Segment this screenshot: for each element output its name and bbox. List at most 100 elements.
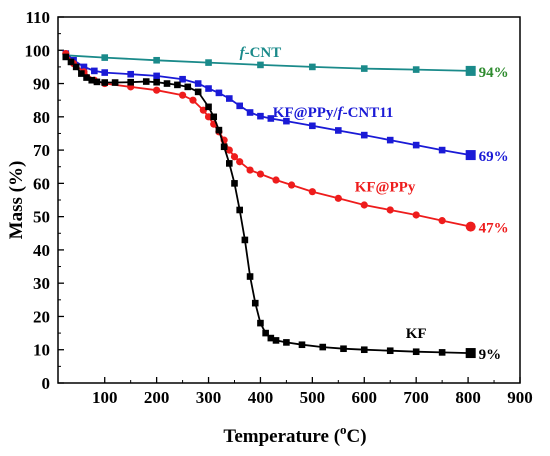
data-point bbox=[360, 346, 368, 354]
data-point bbox=[111, 79, 119, 86]
x-axis-title-sup: o bbox=[340, 422, 347, 437]
y-tick-label: 110 bbox=[25, 8, 50, 27]
data-point bbox=[83, 74, 90, 81]
data-point bbox=[215, 126, 223, 134]
data-point bbox=[465, 150, 476, 161]
data-point bbox=[91, 67, 98, 75]
data-point bbox=[163, 80, 171, 87]
data-point bbox=[340, 345, 347, 353]
data-point bbox=[438, 146, 446, 154]
data-point bbox=[272, 176, 280, 184]
data-point bbox=[256, 170, 265, 178]
data-point bbox=[67, 58, 75, 66]
data-point bbox=[246, 166, 254, 174]
data-point bbox=[101, 54, 109, 61]
x-tick-label: 900 bbox=[507, 388, 533, 407]
series-name-label: KF@PPy/f-CNT11 bbox=[273, 105, 394, 121]
data-point bbox=[215, 89, 223, 97]
data-point bbox=[205, 103, 212, 111]
data-point bbox=[298, 341, 306, 349]
data-point bbox=[220, 143, 228, 151]
end-percent-label: 69% bbox=[479, 149, 509, 165]
x-axis-title: Temperature (oC) bbox=[223, 422, 366, 447]
y-tick-label: 100 bbox=[25, 41, 51, 60]
data-point bbox=[412, 348, 420, 356]
y-tick-label: 30 bbox=[33, 274, 50, 293]
x-tick-label: 800 bbox=[455, 388, 481, 407]
data-point bbox=[101, 79, 109, 86]
data-point bbox=[199, 106, 207, 114]
data-point bbox=[142, 78, 150, 85]
data-point bbox=[251, 299, 259, 307]
data-point bbox=[174, 81, 181, 89]
series-layer: 94% 69% 47% 9% bbox=[62, 50, 509, 363]
data-point bbox=[438, 349, 446, 356]
y-tick-label: 60 bbox=[33, 174, 50, 193]
data-point bbox=[412, 141, 420, 149]
data-point bbox=[80, 63, 88, 71]
data-point bbox=[262, 329, 269, 337]
data-point bbox=[257, 61, 264, 69]
data-point bbox=[287, 181, 296, 189]
data-point bbox=[246, 273, 254, 280]
data-point bbox=[189, 96, 197, 104]
end-percent-label: 94% bbox=[479, 65, 509, 81]
series-KF: 9% bbox=[62, 53, 501, 363]
data-point bbox=[309, 122, 316, 130]
data-point bbox=[236, 206, 243, 214]
data-point bbox=[127, 70, 134, 78]
x-tick-label: 300 bbox=[196, 388, 222, 407]
data-point bbox=[272, 337, 280, 344]
y-tick-label: 0 bbox=[42, 374, 51, 393]
x-tick-label: 400 bbox=[248, 388, 274, 407]
data-point bbox=[184, 83, 192, 91]
series-line bbox=[65, 56, 471, 354]
y-tick-label: 40 bbox=[33, 241, 50, 260]
data-point bbox=[210, 113, 218, 121]
y-tick-label: 80 bbox=[33, 108, 50, 127]
data-point bbox=[360, 201, 368, 209]
data-point bbox=[438, 217, 446, 225]
data-point bbox=[283, 339, 290, 346]
series-line bbox=[65, 53, 471, 228]
data-point bbox=[225, 146, 233, 154]
labels-layer: f-CNT KF@PPy/f-CNT11 KF@PPy KF bbox=[240, 45, 427, 342]
series-KF@PPy: 47% bbox=[62, 50, 509, 237]
y-tick-label: 10 bbox=[33, 341, 50, 360]
data-point bbox=[153, 78, 160, 86]
y-axis-title: Mass (%) bbox=[6, 161, 27, 240]
y-tick-label: 20 bbox=[33, 307, 50, 326]
data-point bbox=[360, 131, 368, 139]
x-tick-label: 700 bbox=[403, 388, 429, 407]
data-point bbox=[412, 211, 420, 219]
data-point bbox=[319, 343, 327, 351]
x-tick-label: 100 bbox=[92, 388, 118, 407]
data-point bbox=[360, 65, 368, 72]
y-tick-label: 90 bbox=[33, 75, 50, 94]
x-axis-title-main: Temperature ( bbox=[223, 426, 340, 447]
data-point bbox=[72, 63, 80, 71]
data-point bbox=[241, 236, 249, 244]
data-point bbox=[267, 115, 275, 122]
data-point bbox=[309, 63, 316, 71]
data-point bbox=[78, 70, 85, 77]
series-name-label: f-CNT bbox=[240, 45, 282, 61]
data-point bbox=[308, 188, 316, 196]
data-point bbox=[465, 65, 476, 76]
data-point bbox=[194, 88, 202, 96]
series-name-label: KF bbox=[406, 326, 427, 342]
data-point bbox=[335, 127, 342, 134]
data-point bbox=[178, 91, 187, 99]
data-point bbox=[127, 78, 134, 86]
data-point bbox=[226, 160, 233, 167]
data-point bbox=[226, 95, 233, 102]
y-tick-label: 70 bbox=[33, 141, 50, 160]
data-point bbox=[386, 206, 394, 214]
axis-ticks: 100 200 300 400 500 600 700 800 900 0 10 20 30 40 50 60… bbox=[25, 8, 533, 407]
data-point bbox=[231, 180, 238, 187]
x-tick-label: 500 bbox=[300, 388, 326, 407]
data-point bbox=[236, 102, 243, 110]
data-point bbox=[412, 66, 420, 73]
series-name-label: KF@PPy bbox=[355, 180, 416, 196]
